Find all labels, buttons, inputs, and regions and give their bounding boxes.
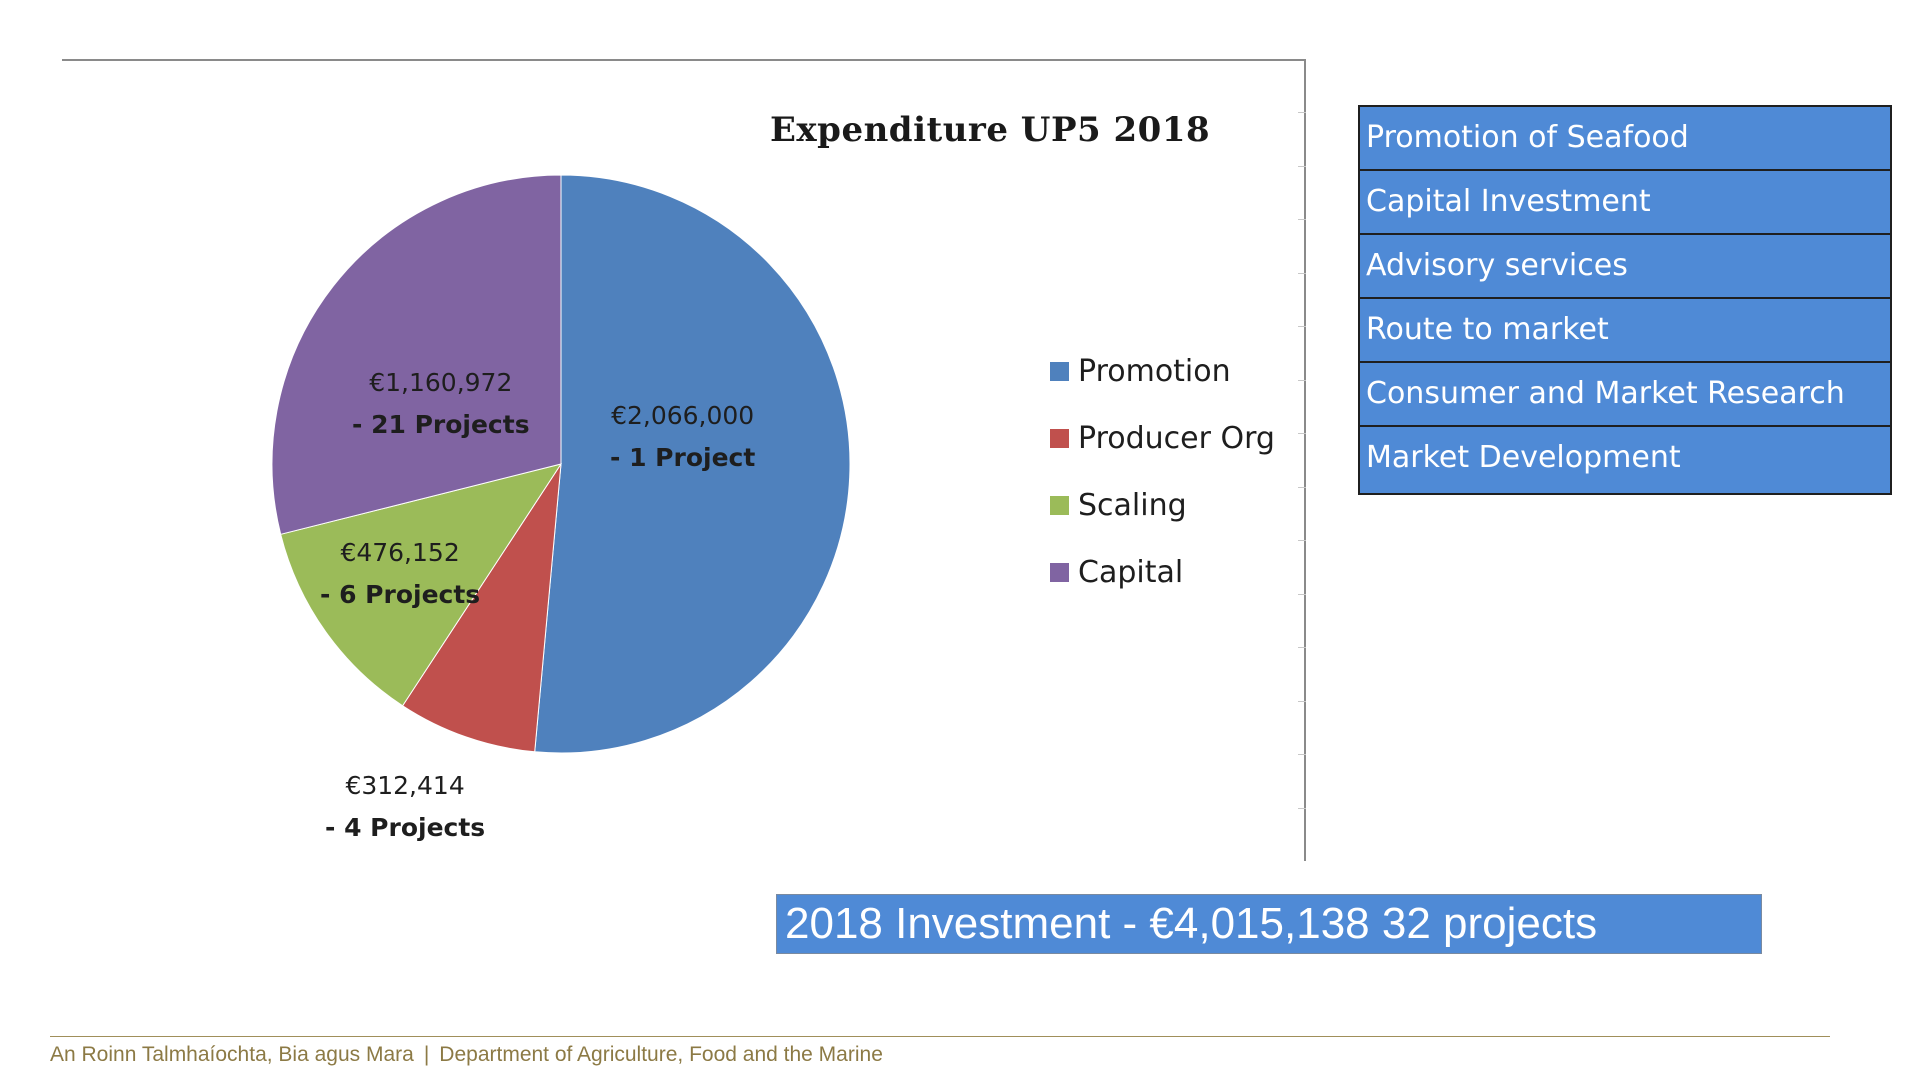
footer-separator: | (423, 1043, 430, 1066)
axis-tick (1298, 219, 1306, 220)
slice-value-capital: €1,160,972 (369, 368, 513, 397)
legend-label-promotion: Promotion (1078, 354, 1231, 389)
slice-count-producer-org: - 4 Projects (325, 813, 486, 842)
chart-legend: Promotion Producer Org Scaling Capital (1050, 338, 1275, 606)
axis-tick (1298, 433, 1306, 434)
slice-value-scaling: €476,152 (340, 538, 460, 567)
pie-slice-scaling (280, 463, 563, 707)
category-item-advisory-services: Advisory services (1360, 235, 1890, 299)
axis-tick (1298, 165, 1306, 167)
legend-item-promotion: Promotion (1050, 338, 1275, 405)
slice-label-promotion: €2,066,000 - 1 Project (610, 395, 755, 479)
axis-tick (1298, 754, 1306, 755)
category-list: Promotion of Seafood Capital Investment … (1358, 105, 1892, 495)
legend-item-scaling: Scaling (1050, 472, 1275, 539)
total-investment-banner: 2018 Investment - €4,015,138 32 projects (776, 894, 1762, 954)
category-item-capital-investment: Capital Investment (1360, 171, 1890, 235)
slice-label-scaling: €476,152 - 6 Projects (320, 532, 480, 616)
slice-value-producer-org: €312,414 (345, 771, 465, 800)
footer: An Roinn Talmhaíochta, Bia agus Mara | Dep… (50, 1043, 883, 1067)
chart-title: Expenditure UP5 2018 (770, 110, 1211, 150)
axis-tick (1298, 647, 1306, 648)
axis-tick (1298, 540, 1306, 541)
legend-label-capital: Capital (1078, 555, 1184, 590)
footer-english-name: Department of Agriculture, Food and the … (439, 1043, 883, 1066)
slice-count-capital: - 21 Projects (352, 410, 530, 439)
axis-tick (1298, 486, 1306, 488)
chart-frame (62, 59, 1306, 861)
slice-label-producer-org: €312,414 - 4 Projects (325, 765, 485, 849)
slice-count-scaling: - 6 Projects (320, 580, 481, 609)
axis-tick (1298, 700, 1306, 702)
slice-count-promotion: - 1 Project (610, 443, 756, 472)
legend-label-producer-org: Producer Org (1078, 421, 1275, 456)
legend-swatch-producer-org (1050, 429, 1069, 448)
axis-tick (1298, 272, 1306, 274)
axis-tick (1298, 807, 1306, 809)
legend-swatch-scaling (1050, 496, 1069, 515)
footer-irish-name: An Roinn Talmhaíochta, Bia agus Mara (50, 1043, 414, 1066)
axis-tick (1298, 379, 1306, 381)
category-item-market-development: Market Development (1360, 427, 1890, 493)
axis-tick (1298, 112, 1306, 113)
legend-label-scaling: Scaling (1078, 488, 1187, 523)
pie-slice-producer-org (401, 463, 562, 753)
legend-swatch-promotion (1050, 362, 1069, 381)
category-item-route-to-market: Route to market (1360, 299, 1890, 363)
footer-divider (50, 1036, 1830, 1037)
slice-label-capital: €1,160,972 - 21 Projects (352, 362, 530, 446)
legend-item-producer-org: Producer Org (1050, 405, 1275, 472)
category-item-promotion-of-seafood: Promotion of Seafood (1360, 107, 1890, 171)
category-item-consumer-market-research: Consumer and Market Research (1360, 363, 1890, 427)
pie-slice-promotion (534, 174, 851, 754)
axis-tick (1298, 593, 1306, 595)
axis-tick (1298, 326, 1306, 327)
legend-item-capital: Capital (1050, 539, 1275, 606)
pie-slice-capital (271, 174, 562, 535)
legend-swatch-capital (1050, 563, 1069, 582)
slice-value-promotion: €2,066,000 (611, 401, 755, 430)
